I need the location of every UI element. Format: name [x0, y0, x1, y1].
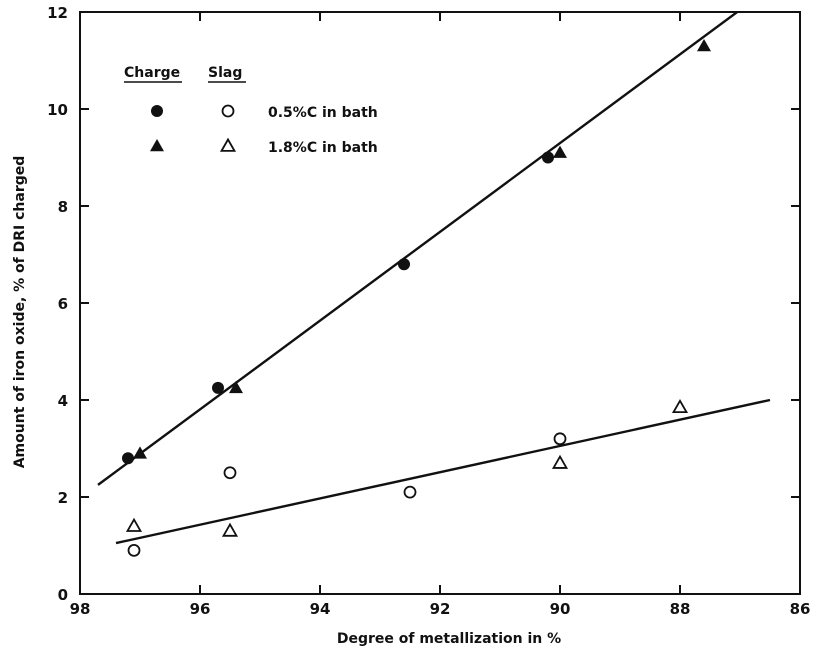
data-point-open-triangle [551, 454, 569, 469]
fit-lines [97, 12, 771, 545]
legend-header-slag: Slag [208, 65, 242, 81]
data-point-open-triangle [671, 398, 689, 414]
data-point-filled-triangle [133, 446, 147, 459]
x-tick-label: 90 [550, 600, 571, 618]
x-tick-label: 88 [670, 600, 691, 618]
legend-marker-slag [219, 137, 237, 152]
data-point-filled-triangle [553, 145, 567, 158]
x-tick-label: 86 [790, 600, 811, 618]
legend-marker-charge [151, 105, 163, 117]
x-tick-label: 94 [310, 600, 331, 618]
y-tick-label: 12 [47, 4, 68, 22]
data-point-filled-triangle [229, 380, 243, 394]
data-point-open-circle [127, 543, 141, 557]
data-points [122, 38, 711, 557]
data-point-filled-triangle [697, 38, 711, 52]
y-tick-label: 4 [58, 392, 68, 410]
data-point-filled-circle [398, 258, 410, 271]
legend-header-charge: Charge [124, 65, 180, 81]
x-tick-label: 96 [190, 600, 211, 618]
y-tick-label: 6 [58, 295, 68, 313]
charge-fit-line [97, 12, 740, 486]
axes: 98 96 94 92 90 88 86 0 2 4 6 8 10 12 [47, 4, 810, 618]
data-point-filled-circle [212, 381, 224, 394]
data-point-open-triangle [221, 522, 239, 537]
legend-entry: 1.8%C in bath [268, 140, 378, 156]
x-tick-label: 98 [70, 600, 91, 618]
plot-frame [79, 11, 801, 595]
legend-marker-charge [150, 139, 164, 152]
y-tick-label: 0 [58, 586, 68, 604]
legend: Charge Slag 0.5%C in bath 1.8%C in bath [124, 65, 378, 156]
y-tick-label: 10 [47, 101, 68, 119]
y-tick-label: 8 [58, 198, 68, 216]
y-tick-label: 2 [58, 489, 68, 507]
data-point-open-triangle [125, 517, 143, 532]
data-point-filled-circle [542, 151, 554, 164]
y-axis-title: Amount of iron oxide, % of DRI charged [12, 156, 28, 469]
data-point-open-circle [223, 466, 237, 480]
x-tick-label: 92 [430, 600, 451, 618]
legend-marker-slag [221, 104, 235, 118]
data-point-filled-circle [122, 452, 134, 465]
slag-fit-line [115, 398, 771, 545]
data-point-open-circle [553, 432, 567, 446]
data-point-open-circle [403, 485, 417, 499]
x-axis-title: Degree of metallization in % [337, 631, 561, 647]
legend-entry: 0.5%C in bath [268, 105, 378, 121]
